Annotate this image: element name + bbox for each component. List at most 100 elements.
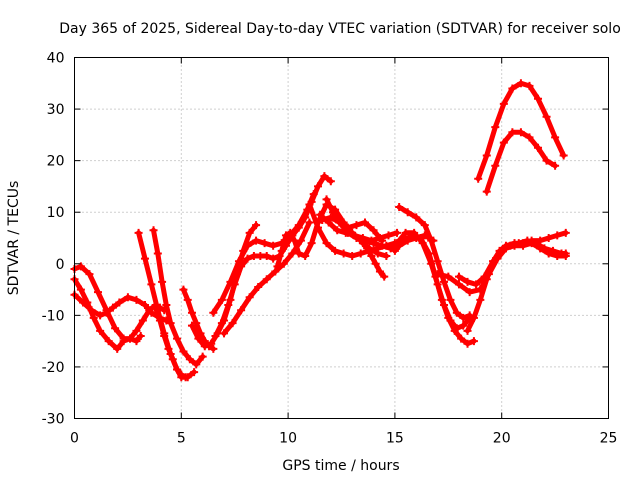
data-point	[371, 259, 380, 268]
data-point	[559, 151, 568, 160]
data-point	[134, 228, 143, 237]
data-point	[508, 128, 517, 137]
data-point	[252, 236, 261, 245]
data-point	[403, 208, 412, 217]
data-point	[314, 182, 323, 191]
data-point	[343, 228, 352, 237]
data-point	[369, 239, 378, 248]
data-point	[465, 288, 474, 297]
data-point	[412, 213, 421, 222]
data-point	[531, 239, 540, 248]
data-point	[561, 249, 570, 258]
data-point	[187, 321, 196, 330]
data-point	[181, 373, 190, 382]
series-track-11-markers	[220, 218, 314, 338]
data-point	[132, 337, 141, 346]
series-track-02-markers	[70, 275, 145, 353]
data-point	[177, 370, 186, 379]
data-point	[516, 79, 525, 88]
data-point	[140, 301, 149, 310]
data-point	[149, 226, 158, 235]
chart-title: Day 365 of 2025, Sidereal Day-to-day VTE…	[59, 21, 621, 37]
series-track-05-markers	[149, 226, 207, 369]
data-point	[173, 334, 182, 343]
data-point	[153, 249, 162, 258]
data-point	[190, 368, 199, 377]
data-point	[454, 272, 463, 281]
data-point	[318, 215, 327, 224]
data-point	[427, 236, 436, 245]
y-tick-label: 0	[56, 257, 65, 273]
data-point	[523, 236, 532, 245]
data-point	[245, 228, 254, 237]
data-point	[136, 331, 145, 340]
data-point	[534, 143, 543, 152]
data-point	[322, 195, 331, 204]
data-point	[269, 254, 278, 263]
series-track-25	[484, 129, 558, 195]
y-tick-label: -10	[42, 308, 65, 324]
data-point	[446, 316, 455, 325]
data-point	[542, 112, 551, 121]
data-point	[209, 308, 218, 317]
data-point	[472, 280, 481, 289]
x-tick-label: 10	[279, 431, 297, 447]
data-point	[499, 138, 508, 147]
series-track-09-markers	[211, 172, 335, 340]
data-point	[234, 257, 243, 266]
data-point	[358, 239, 367, 248]
data-point	[126, 334, 135, 343]
series-track-05	[151, 227, 206, 367]
data-point	[260, 239, 269, 248]
series-track-17-markers	[358, 239, 389, 281]
series-track-06-markers	[151, 303, 190, 382]
data-point	[433, 270, 442, 279]
data-point	[551, 161, 560, 170]
data-point	[245, 293, 254, 302]
data-point	[331, 246, 340, 255]
data-point	[85, 270, 94, 279]
x-tick-label: 15	[386, 431, 404, 447]
data-point	[123, 293, 132, 302]
data-point	[480, 272, 489, 281]
data-point	[262, 252, 271, 261]
data-point	[482, 187, 491, 196]
data-point	[262, 275, 271, 284]
data-point	[290, 236, 299, 245]
data-point	[273, 262, 282, 271]
data-point	[217, 295, 226, 304]
data-point	[179, 347, 188, 356]
data-point	[322, 239, 331, 248]
data-point	[514, 239, 523, 248]
data-point	[446, 295, 455, 304]
plot-area	[70, 79, 570, 382]
series-track-25-markers	[482, 128, 560, 196]
data-point	[339, 249, 348, 258]
data-point	[469, 337, 478, 346]
data-point	[132, 295, 141, 304]
y-tick-label: 10	[47, 205, 65, 221]
data-point	[209, 344, 218, 353]
data-point	[164, 344, 173, 353]
y-axis-label: SDTVAR / TECUs	[6, 181, 22, 296]
data-point	[516, 128, 525, 137]
data-point	[79, 298, 88, 307]
data-point	[476, 295, 485, 304]
x-tick-label: 5	[177, 431, 186, 447]
data-point	[286, 228, 295, 237]
data-point	[230, 280, 239, 289]
data-point	[93, 288, 102, 297]
series-track-19-markers	[393, 228, 474, 333]
data-point	[474, 174, 483, 183]
data-point	[390, 246, 399, 255]
data-point	[542, 156, 551, 165]
data-point	[211, 331, 220, 340]
data-point	[252, 221, 261, 230]
data-point	[418, 239, 427, 248]
y-tick-label: -30	[42, 412, 65, 428]
data-point	[243, 254, 252, 263]
data-point	[277, 246, 286, 255]
data-point	[220, 329, 229, 338]
data-point	[309, 190, 318, 199]
data-point	[228, 319, 237, 328]
